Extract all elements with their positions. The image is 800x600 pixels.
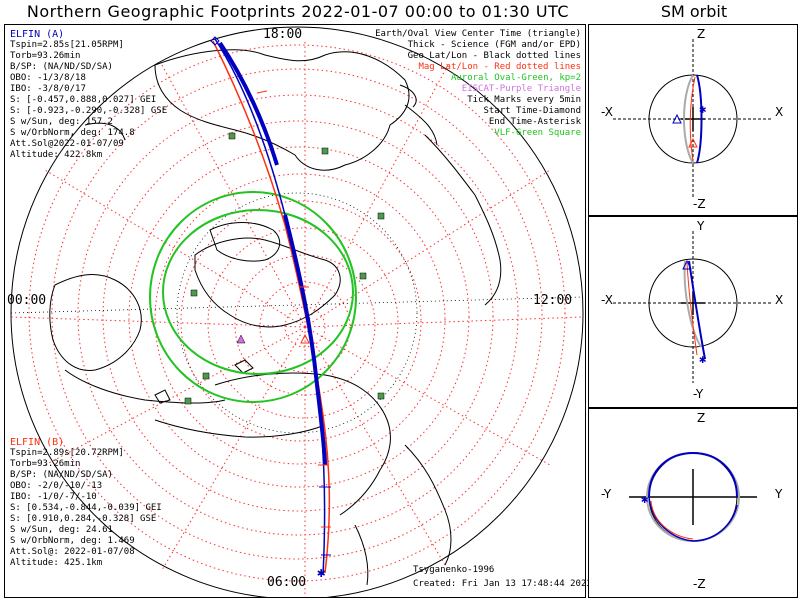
- probe-a-line: S: [-0.923,-0.290,-0.328] GSE: [10, 106, 168, 116]
- time-label-bottom: 06:00: [267, 575, 307, 590]
- probe-b-line: Torb=93.26min: [10, 459, 81, 469]
- sm-orbit-yz-panel: ✱ Z -Z -Y Y: [588, 408, 798, 598]
- sm2-right-label: X: [775, 293, 784, 307]
- probe-a-science-segment: [283, 214, 327, 466]
- time-label-right: 12:00: [533, 293, 573, 308]
- probe-a-name: ELFIN (A): [10, 29, 65, 40]
- sm3-top-label: Z: [697, 411, 706, 425]
- sm-orbit-xy-panel: ✱ Y -Y -X X: [588, 216, 798, 408]
- probe-b-line: Altitude: 425.1km: [10, 558, 103, 568]
- sm-orbit-xz-panel: ✱ Z -Z -X X: [588, 24, 798, 216]
- created-timestamp: Created: Fri Jan 13 17:48:44 2023: [413, 579, 592, 589]
- sm1-left-label: -X: [601, 105, 613, 119]
- probe-b-line: S: [0.910,0.284,-0.328] GSE: [10, 514, 157, 524]
- probe-a-line: Att.Sol@2022-01-07/09: [10, 139, 124, 149]
- vlf-stations: [184, 132, 385, 405]
- sm1-right-label: X: [775, 105, 784, 119]
- svg-text:✱: ✱: [699, 102, 706, 116]
- time-label-top: 18:00: [263, 27, 303, 42]
- mag-lat-grid: [28, 44, 566, 582]
- probe-a-line: Torb=93.26min: [10, 51, 81, 61]
- probe-a-line: S: [-0.457,0.888,0.027] GEI: [10, 95, 157, 105]
- probe-b-line: Tspin=2.89s[20.72RPM]: [10, 448, 124, 458]
- probe-b-track: [212, 40, 331, 574]
- probe-b-line: Att.Sol@: 2022-01-07/08: [10, 547, 135, 557]
- probe-a-info: ELFIN (A) Tspin=2.85s[21.05RPM] Torb=93.…: [10, 29, 167, 161]
- probe-b-line: IBO: -1/0/-7/-10: [10, 492, 97, 502]
- legend-item: Start Time-Diamond: [483, 106, 581, 116]
- legend-item: Thick - Science (FGM and/or EPD): [407, 40, 581, 50]
- auroral-oval: [149, 191, 357, 403]
- eiscat-triangle: [236, 334, 246, 344]
- probe-a-line: OBO: -1/3/8/18: [10, 73, 86, 83]
- time-label-left: 00:00: [7, 293, 47, 308]
- probe-a-line: IBO: -3/8/0/17: [10, 84, 86, 94]
- probe-a-line: B/SP: (NA/ND/SD/SA): [10, 62, 113, 72]
- legend-item: Tick Marks every 5min: [467, 95, 581, 105]
- sm2-left-label: -X: [601, 293, 613, 307]
- probe-b-info: ELFIN (B) Tspin=2.89s[20.72RPM] Torb=93.…: [10, 437, 162, 569]
- end-asterisk: ✱: [317, 565, 326, 581]
- legend-item: Mag Lat/Lon - Red dotted lines: [418, 62, 581, 72]
- probe-a-line: S w/Sun, deg: 157.2: [10, 117, 113, 127]
- sm-orbit-xy: ✱: [613, 231, 773, 383]
- legend-item: End Time-Asterisk: [488, 117, 581, 127]
- probe-a-line: S w/OrbNorm, deg: 174.8: [10, 128, 135, 138]
- legend-item: VLF-Green Square: [494, 128, 581, 138]
- geo-grid: [10, 192, 584, 434]
- probe-b-ticks: [256, 90, 331, 528]
- sm3-left-label: -Y: [601, 487, 612, 501]
- sm3-bottom-label: -Z: [693, 577, 706, 591]
- sm-orbit-xz: ✱: [613, 39, 773, 199]
- probe-b-line: S w/OrbNorm, deg: 1.469: [10, 536, 135, 546]
- sm1-bottom-label: -Z: [693, 197, 706, 211]
- plot-title: Northern Geographic Footprints 2022-01-0…: [26, 2, 570, 21]
- probe-a-science-segment-start: [218, 41, 279, 166]
- legend-item: Geo Lat/Lon - Black dotted lines: [407, 51, 581, 61]
- probe-b-line: S: [0.534,-0.844,-0.039] GEI: [10, 503, 162, 513]
- legend-item: EISCAT-Purple Triangle: [461, 84, 581, 94]
- probe-a-ticks: [319, 486, 331, 556]
- sm-orbit-yz: ✱: [629, 451, 757, 542]
- probe-b-line: S w/Sun, deg: 24.61: [10, 525, 113, 535]
- view-center-triangle: [300, 333, 310, 344]
- sm2-top-label: Y: [697, 219, 705, 233]
- footer: Tsyganenko-1996 Created: Fri Jan 13 17:4…: [413, 565, 592, 590]
- svg-text:✱: ✱: [641, 492, 648, 506]
- probe-b-line: OBO: -2/0/-10/-13: [10, 481, 103, 491]
- legend: Earth/Oval View Center Time (triangle) T…: [375, 29, 581, 139]
- probe-b-name: ELFIN (B): [10, 437, 65, 448]
- probe-b-line: B/SP: (NA/ND/SD/SA): [10, 470, 113, 480]
- probe-a-line: Tspin=2.85s[21.05RPM]: [10, 40, 124, 50]
- legend-item: Auroral Oval-Green, kp=2: [450, 73, 581, 83]
- footprint-map-panel: ✱ 18:00 00:00 12:00 06:00 ELFIN (A) Tspi…: [4, 24, 592, 598]
- model-credit: Tsyganenko-1996: [413, 565, 495, 575]
- sm2-bottom-label: -Y: [693, 387, 704, 401]
- sm-orbit-title: SM orbit: [660, 2, 728, 21]
- start-diamond: [210, 36, 220, 46]
- sm3-right-label: Y: [775, 487, 783, 501]
- footprint-map: ✱: [10, 26, 584, 597]
- svg-text:✱: ✱: [699, 352, 706, 366]
- probe-a-line: Altitude: 422.8km: [10, 150, 103, 160]
- sm1-top-label: Z: [697, 27, 706, 41]
- coastlines: [49, 49, 502, 586]
- legend-item: Earth/Oval View Center Time (triangle): [375, 29, 581, 39]
